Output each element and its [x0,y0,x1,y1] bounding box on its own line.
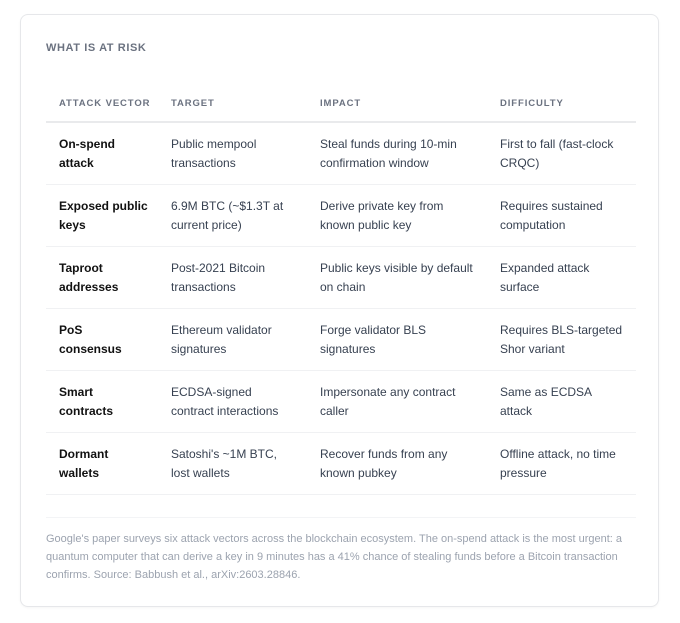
target-cell: ECDSA-signed contract interactions [158,370,307,433]
impact-cell: Forge validator BLS signatures [307,308,487,371]
header-attack-vector: ATTACK VECTOR [46,85,158,123]
difficulty-cell: First to fall (fast-clock CRQC) [487,122,636,185]
attack-vector-cell: PoS consensus [46,308,158,371]
impact-cell: Impersonate any contract caller [307,370,487,433]
header-difficulty: DIFFICULTY [487,85,636,123]
risk-table: ATTACK VECTOR TARGET IMPACT DIFFICULTY O… [46,85,636,495]
table-row: Taproot addresses Post-2021 Bitcoin trans… [46,246,636,309]
target-cell: 6.9M BTC (~$1.3T at current price) [158,184,307,247]
difficulty-cell: Expanded attack surface [487,246,636,309]
table-row: Exposed public keys 6.9M BTC (~$1.3T at c… [46,184,636,247]
risk-card: WHAT IS AT RISK ATTACK VECTOR TARGET IMP… [20,14,659,607]
table-row: Smart contracts ECDSA-signed contract int… [46,370,636,433]
impact-cell: Public keys visible by default on chain [307,246,487,309]
target-cell: Ethereum validator signatures [158,308,307,371]
divider [46,517,636,518]
difficulty-cell: Same as ECDSA attack [487,370,636,433]
difficulty-cell: Requires BLS-targeted Shor variant [487,308,636,371]
attack-vector-cell: Smart contracts [46,370,158,433]
target-cell: Post-2021 Bitcoin transactions [158,246,307,309]
attack-vector-cell: Exposed public keys [46,184,158,247]
target-cell: Public mempool transactions [158,122,307,185]
impact-cell: Recover funds from any known pubkey [307,432,487,495]
attack-vector-cell: On-spend attack [46,122,158,185]
attack-vector-cell: Dormant wallets [46,432,158,495]
difficulty-cell: Requires sustained computation [487,184,636,247]
footnote: Google's paper surveys six attack vector… [46,533,623,581]
impact-cell: Steal funds during 10-min confirmation w… [307,122,487,185]
target-cell: Satoshi's ~1M BTC, lost wallets [158,432,307,495]
header-impact: IMPACT [307,85,487,123]
table-row: PoS consensus Ethereum validator signatur… [46,308,636,371]
table-header-row: ATTACK VECTOR TARGET IMPACT DIFFICULTY [46,85,636,123]
attack-vector-cell: Taproot addresses [46,246,158,309]
table-row: On-spend attack Public mempool transactio… [46,122,636,185]
section-title: WHAT IS AT RISK [46,42,147,54]
impact-cell: Derive private key from known public key [307,184,487,247]
table-row: Dormant wallets Satoshi's ~1M BTC, lost w… [46,432,636,495]
header-target: TARGET [158,85,307,123]
difficulty-cell: Offline attack, no time pressure [487,432,636,495]
